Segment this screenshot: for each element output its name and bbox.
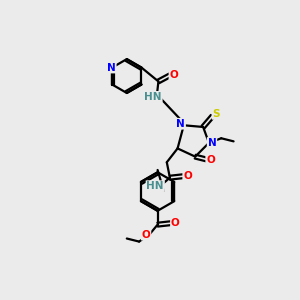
Text: N: N [107, 63, 116, 73]
Text: S: S [212, 109, 220, 119]
Text: HN: HN [144, 92, 162, 102]
Text: O: O [171, 218, 180, 228]
Text: O: O [169, 70, 178, 80]
Text: O: O [183, 171, 192, 181]
Text: O: O [206, 155, 215, 165]
Text: HN: HN [146, 181, 164, 191]
Text: N: N [176, 119, 185, 129]
Text: N: N [208, 138, 216, 148]
Text: O: O [142, 230, 150, 240]
